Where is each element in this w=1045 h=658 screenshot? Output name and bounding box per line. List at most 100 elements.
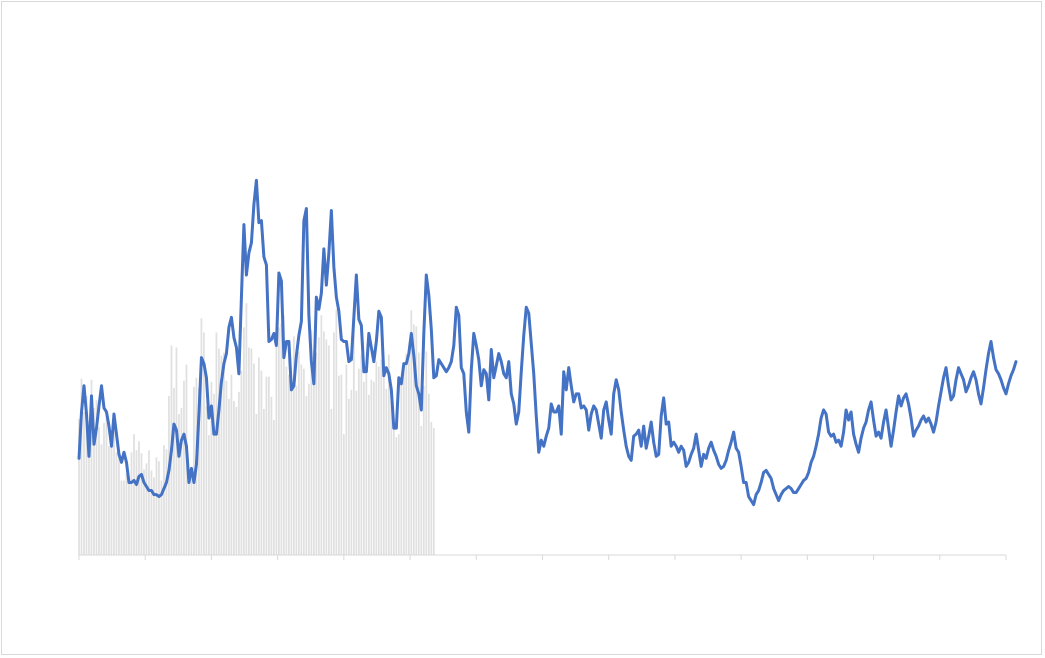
bar [235, 406, 238, 555]
bar [362, 381, 365, 555]
bar [278, 327, 280, 555]
bar [305, 395, 308, 555]
bar [253, 363, 255, 555]
bar [425, 351, 428, 555]
bar [327, 345, 330, 555]
bar [303, 368, 305, 555]
bar [355, 390, 358, 555]
bar [143, 469, 145, 555]
bar [95, 399, 98, 555]
bar [105, 409, 108, 555]
bar [345, 364, 348, 555]
bar [385, 388, 388, 555]
bar [420, 426, 423, 555]
bar [115, 452, 118, 555]
bar [80, 378, 83, 555]
bar [405, 353, 408, 555]
bar [430, 422, 433, 555]
x-axis-ticks [78, 555, 1007, 560]
bar [288, 374, 290, 555]
bar [100, 444, 103, 555]
bar [220, 355, 223, 555]
bar [125, 473, 128, 555]
bar [118, 453, 120, 555]
bar [135, 450, 138, 555]
bar [175, 347, 178, 555]
bar [120, 480, 123, 555]
bar [208, 435, 210, 555]
bar [275, 337, 278, 555]
bar [203, 332, 205, 555]
bar [160, 480, 163, 555]
bar [390, 384, 393, 555]
bar [285, 366, 288, 555]
bar [280, 323, 283, 555]
bar [273, 420, 275, 555]
bar [340, 374, 343, 555]
bar [265, 376, 268, 555]
bar [300, 364, 303, 555]
bar [228, 398, 230, 555]
bar [198, 387, 200, 555]
bar [357, 368, 360, 555]
bar [180, 407, 183, 555]
bar [352, 316, 355, 555]
bar [223, 352, 225, 555]
bar [387, 354, 390, 555]
bar [140, 453, 143, 555]
bar [188, 475, 190, 555]
bar [123, 480, 125, 555]
bar [318, 337, 320, 555]
bar [407, 353, 410, 555]
bar [347, 398, 350, 555]
bar [260, 370, 263, 555]
bar [417, 352, 420, 555]
bar [370, 379, 373, 555]
bar [93, 407, 95, 555]
bar [325, 339, 328, 555]
bar [290, 387, 293, 555]
bar [163, 445, 165, 555]
bar [155, 457, 158, 555]
bar [183, 380, 185, 555]
bar [240, 370, 243, 555]
bar [395, 437, 398, 555]
bar [98, 427, 100, 555]
bar [382, 370, 385, 555]
bar [173, 387, 175, 555]
bar [130, 452, 133, 555]
bar [113, 416, 115, 555]
bar [190, 472, 193, 555]
bar [245, 303, 248, 555]
bar [295, 385, 298, 555]
bar [310, 330, 313, 555]
bar [360, 354, 363, 555]
bar [415, 326, 418, 555]
bar [392, 426, 395, 555]
bar [258, 357, 260, 555]
bar [332, 332, 335, 555]
bar [218, 348, 220, 555]
bar [410, 310, 413, 555]
bar [375, 361, 378, 555]
bar [103, 423, 105, 555]
bar [200, 318, 203, 555]
bar [412, 324, 415, 555]
bar [88, 421, 90, 555]
bar [215, 332, 218, 555]
bar [238, 391, 240, 555]
bar [210, 381, 213, 555]
bar [108, 446, 110, 555]
bar [377, 366, 380, 555]
bar [90, 379, 93, 555]
bar [367, 394, 370, 555]
bar [293, 336, 295, 555]
bar [400, 377, 403, 555]
bar [397, 434, 400, 555]
bar [78, 419, 80, 555]
bar [270, 396, 273, 555]
bar [342, 434, 345, 555]
bar [148, 450, 150, 555]
